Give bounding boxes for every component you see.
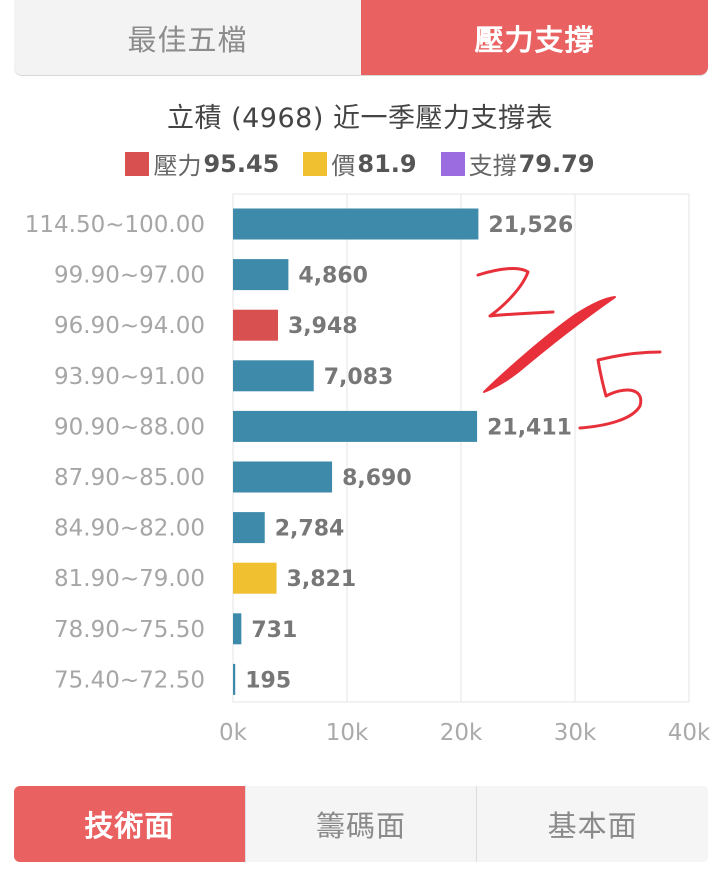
y-category-label: 78.90~75.50: [54, 617, 205, 643]
bar: [233, 410, 478, 442]
bar: [233, 360, 314, 392]
bar-value-label: 3,821: [287, 567, 357, 592]
top-tab-bar: 最佳五檔 壓力支撐: [14, 0, 708, 75]
tab-pressure-support[interactable]: 壓力支撐: [361, 0, 708, 75]
chart-title: 立積 (4968) 近一季壓力支撐表: [167, 103, 553, 134]
pressure-support-chart: 0k 10k 20k 30k 40k 114.50~100.00 21,526 99.90~9…: [25, 193, 711, 746]
legend-pressure: 壓力 95.45: [125, 146, 279, 181]
legend-pressure-swatch: [125, 151, 150, 176]
legend-pressure-label: 壓力: [153, 152, 202, 180]
bar-value-label: 731: [251, 618, 297, 643]
bottom-tab-bar: 技術面 籌碼面 基本面: [14, 786, 708, 862]
legend-pressure-value: 95.45: [203, 149, 280, 178]
tab-chips[interactable]: 籌碼面: [244, 786, 477, 862]
bar-value-label: 21,526: [488, 213, 573, 238]
y-category-label: 87.90~85.00: [54, 465, 205, 491]
bar: [233, 208, 479, 240]
bar: [233, 259, 289, 291]
handwritten-slash: [483, 296, 616, 393]
bar: [233, 663, 236, 695]
x-tick-label: 20k: [440, 720, 483, 746]
chart-legend: 壓力 95.45 價 81.9 支撐 79.79: [0, 146, 720, 181]
bar-value-label: 8,690: [342, 466, 412, 491]
bar: [233, 613, 242, 645]
bar-value-label: 2,784: [275, 517, 345, 542]
bar-value-label: 7,083: [324, 365, 394, 390]
bar-value-label: 3,948: [288, 314, 358, 339]
y-category-label: 84.90~82.00: [54, 516, 205, 542]
y-category-label: 81.90~79.00: [54, 566, 205, 592]
tab-technical[interactable]: 技術面: [14, 786, 245, 862]
legend-price: 價 81.9: [303, 146, 417, 181]
y-category-label: 96.90~94.00: [54, 313, 205, 339]
y-category-label: 114.50~100.00: [25, 212, 205, 238]
y-category-label: 75.40~72.50: [54, 667, 205, 693]
bar-value-label: 4,860: [298, 264, 368, 289]
y-category-label: 99.90~97.00: [54, 263, 205, 289]
handwritten-digit-two: [476, 266, 555, 318]
legend-price-label: 價: [331, 152, 356, 180]
tab-best-five[interactable]: 最佳五檔: [14, 0, 361, 75]
x-tick-label: 0k: [219, 720, 248, 746]
legend-price-value: 81.9: [357, 149, 417, 178]
handwritten-digit-five: [578, 350, 662, 430]
legend-support-swatch: [440, 151, 465, 176]
bar: [233, 461, 333, 493]
bar: [233, 512, 265, 544]
legend-price-swatch: [303, 151, 328, 176]
bar: [233, 309, 279, 341]
x-tick-label: 30k: [554, 720, 597, 746]
bar-value-label: 21,411: [487, 415, 572, 440]
bar: [233, 562, 277, 594]
y-category-label: 93.90~91.00: [54, 364, 205, 390]
tab-fundamental[interactable]: 基本面: [476, 786, 708, 862]
legend-support: 支撐 79.79: [440, 146, 595, 181]
bar-value-label: 195: [245, 668, 291, 693]
legend-support-label: 支撐: [468, 152, 517, 180]
x-tick-label: 10k: [326, 720, 369, 746]
y-category-label: 90.90~88.00: [54, 414, 205, 440]
legend-support-value: 79.79: [518, 149, 595, 178]
x-tick-label: 40k: [668, 720, 711, 746]
